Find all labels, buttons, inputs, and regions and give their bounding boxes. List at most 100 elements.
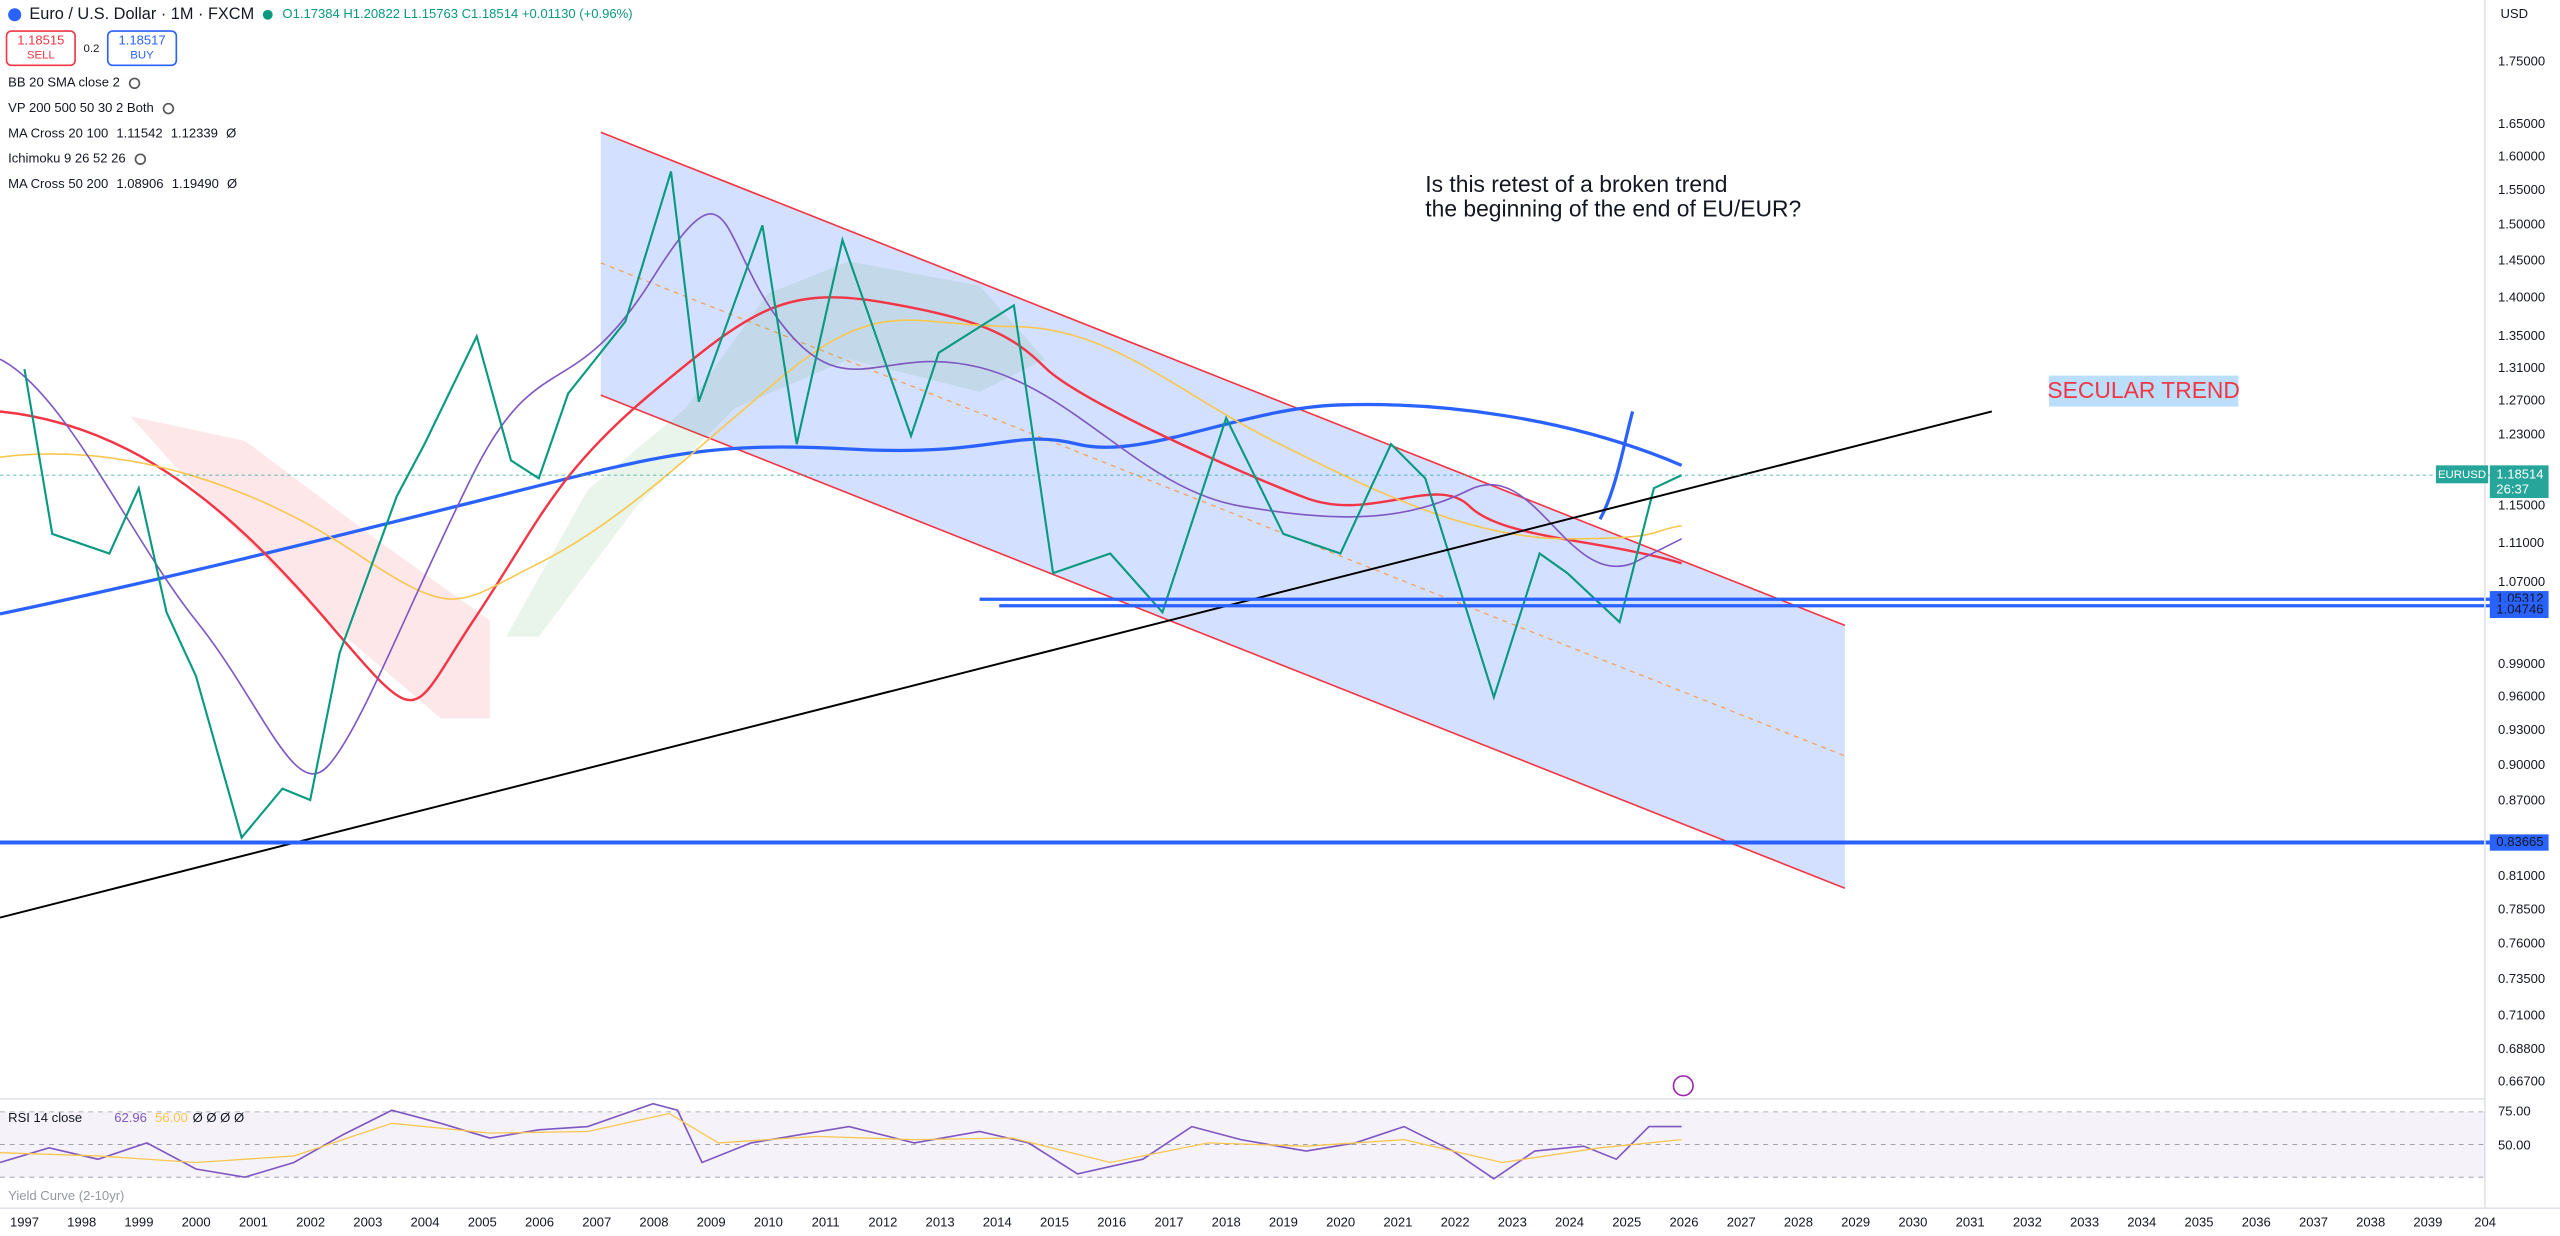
- ma-20: [0, 213, 1682, 775]
- price-tick-label: 1.07000: [2498, 574, 2545, 589]
- yield-curve-label: Yield Curve (2-10yr): [8, 1188, 124, 1203]
- year-label: 204: [2474, 1214, 2496, 1229]
- visibility-icon[interactable]: [128, 77, 141, 90]
- alert-icon[interactable]: [1672, 1075, 1694, 1097]
- indicator-name: BB 20 SMA close 2: [8, 75, 120, 90]
- sell-price: 1.18515: [17, 32, 64, 47]
- channel-upper: [600, 131, 1846, 627]
- year-label: 2002: [296, 1214, 325, 1229]
- sell-button[interactable]: [5, 30, 76, 67]
- ma-200: [0, 402, 1683, 616]
- annotation: SECULAR TREND: [2047, 377, 2240, 403]
- channel-fill: [600, 132, 1845, 889]
- rsi-ma-value: 56.00: [155, 1110, 188, 1125]
- price-tick-label: 1.15000: [2498, 498, 2545, 513]
- level-tag: [2489, 601, 2549, 618]
- year-label: 2036: [2242, 1214, 2271, 1229]
- time-axis: 1997 1998 1999 2000 2001 2002 2003 2004 2005 2006…: [10, 1214, 2496, 1229]
- price-tick-label: 0.78500: [2498, 901, 2545, 916]
- year-label: 1998: [67, 1214, 96, 1229]
- year-label: 2039: [2413, 1214, 2442, 1229]
- indicator-name: VP 200 500 50 30 2 Both: [8, 100, 154, 115]
- year-label: 2023: [1498, 1214, 1527, 1229]
- annotation: the beginning of the end of EU/EUR?: [1425, 196, 1801, 222]
- ma-100: [0, 319, 1682, 600]
- rsi-ma: [0, 1112, 1682, 1164]
- indicator-value: 1.08906: [116, 176, 163, 191]
- indicator-value: 1.12339: [171, 125, 218, 140]
- price-tick-label: 0.87000: [2498, 793, 2545, 808]
- cloud: [130, 416, 490, 719]
- price-axis: 1.75000 1.65000 1.60000 1.55000 1.50000 1.450…: [2489, 54, 2549, 1089]
- channel-lower: [600, 394, 1846, 889]
- visibility-icon[interactable]: [162, 102, 175, 115]
- indicator-value: Ø: [226, 125, 236, 140]
- price-tick-label: 0.96000: [2498, 689, 2545, 704]
- year-label: 2029: [1841, 1214, 1870, 1229]
- currency[interactable]: USD: [2501, 6, 2529, 21]
- price-tick-label: 1.40000: [2498, 290, 2545, 305]
- year-label: 2003: [353, 1214, 382, 1229]
- label-box: [2048, 375, 2239, 407]
- year-label: 2013: [926, 1214, 955, 1229]
- status-dot: [262, 9, 273, 20]
- price-line: [23, 171, 1683, 840]
- year-label: 2009: [697, 1214, 726, 1229]
- year-label: 2037: [2299, 1214, 2328, 1229]
- year-label: 2018: [1212, 1214, 1241, 1229]
- symbol-tag-text: EURUSD: [2438, 469, 2486, 481]
- year-label: 2020: [1326, 1214, 1355, 1229]
- year-label: 2004: [411, 1214, 440, 1229]
- buy-price: 1.18517: [118, 32, 165, 47]
- channel-mid: [600, 262, 1846, 757]
- visibility-icon[interactable]: [134, 153, 147, 165]
- price-tick-label: 0.90000: [2498, 757, 2545, 772]
- year-label: 2008: [639, 1214, 668, 1229]
- indicator-name: MA Cross 50 200: [8, 176, 108, 191]
- year-label: 2001: [239, 1214, 268, 1229]
- level-tag-text: 0.83665: [2496, 834, 2543, 849]
- spread: 0.2: [83, 43, 99, 55]
- year-label: 2005: [468, 1214, 497, 1229]
- rsi-name: RSI 14 close: [8, 1110, 82, 1125]
- price-tick-label: 0.71000: [2498, 1008, 2545, 1023]
- year-label: 1997: [10, 1214, 39, 1229]
- year-label: 2000: [182, 1214, 211, 1229]
- symbol-tag: [2435, 465, 2489, 484]
- buy-button[interactable]: [106, 30, 178, 67]
- price-tick-label: 0.76000: [2498, 936, 2545, 951]
- rsi-tick: 75.00: [2498, 1103, 2531, 1118]
- year-label: 2019: [1269, 1214, 1298, 1229]
- price-tick-label: 1.50000: [2498, 217, 2545, 232]
- price-tick-label: 1.11000: [2498, 535, 2544, 550]
- year-label: 2032: [2013, 1214, 2042, 1229]
- year-label: 2024: [1555, 1214, 1584, 1229]
- year-label: 2030: [1898, 1214, 1927, 1229]
- price-tag-text: 1.18514: [2496, 467, 2543, 482]
- rsi-line: [0, 1102, 1682, 1180]
- year-label: 2035: [2185, 1214, 2214, 1229]
- price-tick-label: 0.81000: [2498, 868, 2545, 883]
- year-label: 2016: [1097, 1214, 1126, 1229]
- ohlc: O1.17384 H1.20822 L1.15763 C1.18514 +0.0…: [282, 6, 632, 21]
- year-label: 1999: [124, 1214, 153, 1229]
- sell-label: SELL: [27, 50, 55, 62]
- rsi-tick: 50.00: [2498, 1138, 2531, 1153]
- rsi-value: 62.96: [114, 1110, 147, 1125]
- year-label: 2010: [754, 1214, 783, 1229]
- year-label: 2011: [812, 1214, 840, 1229]
- secular-trendline: [0, 410, 1993, 919]
- year-label: 2026: [1669, 1214, 1698, 1229]
- symbol-icon: [8, 8, 22, 22]
- price-tick-label: 0.73500: [2498, 971, 2545, 986]
- price-tick-label: 1.27000: [2498, 393, 2545, 408]
- year-label: 2017: [1154, 1214, 1183, 1229]
- price-tag: [2489, 465, 2549, 498]
- year-label: 2025: [1612, 1214, 1641, 1229]
- price-tick-label: 0.93000: [2498, 722, 2545, 737]
- year-label: 2014: [983, 1214, 1012, 1229]
- symbol[interactable]: Euro / U.S. Dollar · 1M · FXCM: [29, 5, 254, 23]
- year-label: 2031: [1956, 1214, 1985, 1229]
- countdown: 26:37: [2496, 481, 2529, 496]
